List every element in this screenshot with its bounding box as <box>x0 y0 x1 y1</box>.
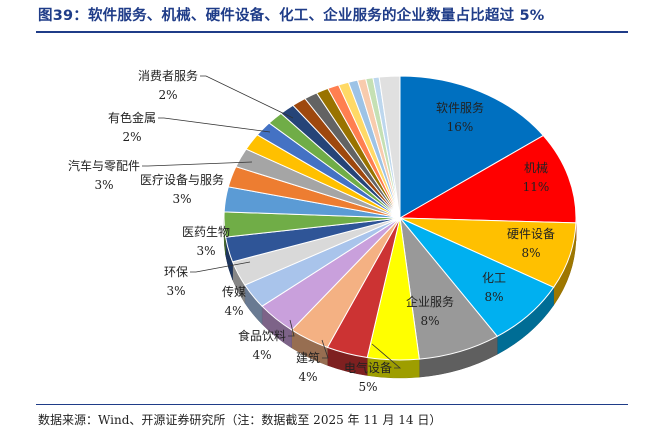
slice-pct-4: 8% <box>420 314 439 328</box>
slice-name-13: 汽车与零配件 <box>68 158 140 173</box>
leader-line-16 <box>158 117 271 133</box>
slice-pct-16: 2% <box>122 130 141 144</box>
leader-line-13 <box>142 161 253 167</box>
leader-line-5 <box>371 343 402 369</box>
slice-pct-9: 3% <box>166 284 185 298</box>
slice-name-7: 食品饮料 <box>238 328 286 343</box>
slice-pct-13: 3% <box>94 178 113 192</box>
leader-lines <box>142 75 402 369</box>
slice-pct-5: 5% <box>358 380 377 394</box>
source-note: 数据来源：Wind、开源证券研究所（注：数据截至 2025 年 11 月 14 … <box>38 413 442 427</box>
slice-name-0: 软件服务 <box>436 100 484 115</box>
slice-pct-12: 3% <box>172 192 191 206</box>
pie-chart: 软件服务 16% 机械 11% 硬件设备 8% 化工 8% 企业服务 8% 电气设备 5% 建筑 4% 食品… <box>68 68 577 394</box>
slice-29 <box>378 75 401 219</box>
slice-pct-10: 3% <box>196 244 215 258</box>
slice-pct-6: 4% <box>298 370 317 384</box>
pie-sides <box>223 217 577 379</box>
leader-line-6 <box>321 339 329 359</box>
slice-labels: 软件服务 16% 机械 11% 硬件设备 8% 化工 8% 企业服务 8% 电气设备 5% 建筑 4% 食品… <box>68 68 555 394</box>
slice-pct-2: 8% <box>521 246 540 260</box>
slice-pct-8: 4% <box>224 304 243 318</box>
slice-name-8: 传媒 <box>222 284 246 299</box>
slice-name-5: 电气设备 <box>344 360 392 375</box>
slice-name-4: 企业服务 <box>406 294 454 309</box>
slice-name-3: 化工 <box>482 271 506 285</box>
slice-0 <box>399 75 545 219</box>
slice-name-12: 医疗设备与服务 <box>140 172 224 187</box>
slice-pct-3: 8% <box>484 290 503 304</box>
leader-line-29 <box>200 75 294 119</box>
leader-line-7 <box>288 319 295 337</box>
slice-name-29: 消费者服务 <box>138 68 198 83</box>
leader-line-9 <box>190 261 251 273</box>
chart-title: 图39：软件服务、机械、硬件设备、化工、企业服务的企业数量占比超过 5% <box>38 8 545 24</box>
slice-name-1: 机械 <box>524 160 548 175</box>
source-rule <box>36 404 628 405</box>
pie-tops <box>223 75 577 361</box>
slice-name-10: 医药生物 <box>182 225 230 239</box>
title-rule <box>36 31 628 33</box>
slice-pct-7: 4% <box>252 348 271 362</box>
slice-name-2: 硬件设备 <box>507 227 555 241</box>
slice-name-6: 建筑 <box>296 350 320 365</box>
slice-pct-1: 11% <box>523 180 550 194</box>
slice-pct-0: 16% <box>447 120 474 134</box>
slice-pct-29: 2% <box>158 88 177 102</box>
slice-name-9: 环保 <box>164 265 188 279</box>
slice-1 <box>398 134 577 224</box>
slice-name-16: 有色金属 <box>108 110 156 125</box>
